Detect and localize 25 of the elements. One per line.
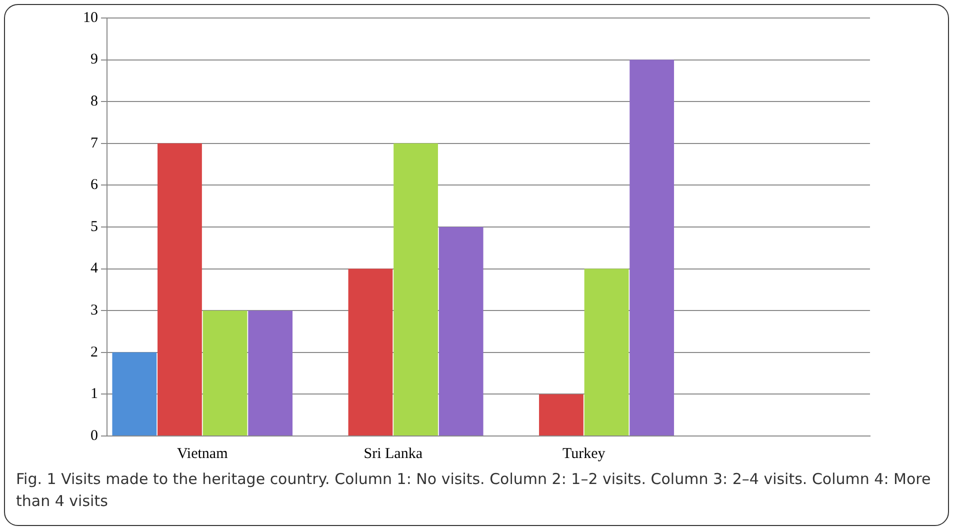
bar — [202, 310, 248, 436]
x-tick-label: Sri Lanka — [364, 446, 423, 462]
y-tick-label: 8 — [90, 94, 98, 110]
bar — [394, 143, 438, 436]
x-tick-label: Vietnam — [177, 446, 228, 462]
y-tick-label: 6 — [90, 177, 98, 194]
bar — [438, 227, 484, 436]
bar — [630, 60, 674, 436]
y-tick-label: 2 — [90, 344, 98, 360]
y-tick-label: 3 — [90, 302, 98, 319]
y-tick-label: 9 — [90, 52, 98, 68]
bar — [248, 310, 293, 436]
bar — [112, 352, 157, 436]
y-tick-label: 4 — [90, 260, 98, 277]
bar — [158, 143, 202, 436]
bar — [584, 268, 629, 436]
bar — [348, 268, 393, 436]
y-tick-label: 10 — [83, 10, 98, 26]
y-tick-label: 7 — [90, 135, 98, 152]
x-tick-label: Turkey — [562, 446, 606, 462]
bar — [539, 394, 584, 436]
caption: Fig. 1 Visits made to the heritage country. Column 1: No visits. Column 2: 1–2 visits. Column 3: 2–4 visits. Column 4: More than 4 visits — [16, 469, 932, 512]
y-tick-label: 1 — [90, 386, 98, 402]
y-tick-label: 5 — [90, 218, 98, 235]
y-tick-label: 0 — [90, 428, 98, 444]
